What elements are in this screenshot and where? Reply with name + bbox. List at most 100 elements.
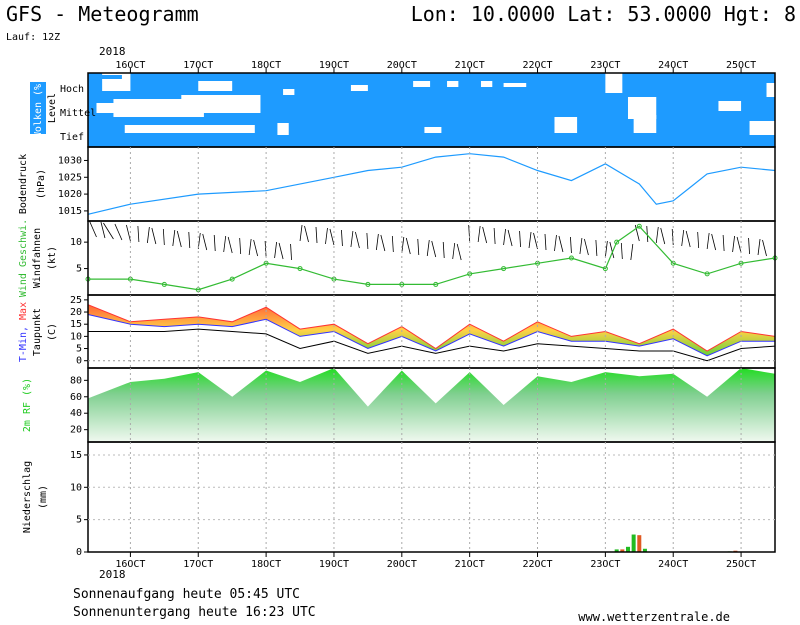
- rh-y-tick-label: 20: [70, 425, 82, 436]
- wind-barb: [172, 229, 176, 247]
- date-label-top: 19OCT: [319, 60, 349, 71]
- wind-barb: [391, 235, 394, 253]
- wind-barb: [685, 230, 691, 248]
- date-label-bottom: 16OCT: [115, 559, 145, 570]
- dewpoint-line: [88, 328, 776, 362]
- wind-title: Wind Geschwi.: [18, 219, 29, 297]
- date-label-top: 25OCT: [726, 60, 756, 71]
- wind-barb: [227, 236, 233, 254]
- wind-barb: [503, 228, 506, 246]
- pressure-title: Bodendruck: [18, 154, 29, 214]
- rh-area: [88, 368, 775, 441]
- rh-y-tick-label: 40: [70, 408, 82, 419]
- wind-speed-point: [636, 223, 642, 229]
- wind-barb: [477, 225, 481, 243]
- wind-speed-point: [568, 255, 574, 261]
- wind-barb: [554, 234, 557, 252]
- wind-barb: [325, 227, 328, 245]
- wind-barb: [762, 239, 767, 257]
- wind-barb: [493, 227, 496, 245]
- wind-barb: [570, 236, 572, 254]
- wind-barb: [736, 236, 742, 254]
- wind-barb: [706, 232, 710, 250]
- temp-y-tick-label: 5: [76, 344, 82, 355]
- wind-barb: [482, 226, 488, 244]
- cloud-patch: [503, 83, 527, 87]
- wind-barb: [456, 243, 462, 261]
- wind-barb: [426, 239, 430, 257]
- cloud-patch-edge: [88, 75, 122, 79]
- precip-bar: [642, 548, 647, 552]
- date-label-top: 17OCT: [183, 60, 213, 71]
- wind-speed-point: [229, 276, 235, 282]
- cloud-patch: [554, 117, 578, 133]
- wind-barb: [620, 242, 623, 260]
- wind-barb: [366, 232, 369, 250]
- wind-barb: [431, 240, 437, 258]
- date-label-top: 18OCT: [251, 60, 281, 71]
- temp-y-tick-label: 0: [76, 356, 82, 367]
- temp-y-tick-label: 15: [70, 319, 82, 330]
- date-label-top: 23OCT: [590, 60, 620, 71]
- cloud-patch: [480, 81, 493, 87]
- pressure-y-tick-label: 1025: [58, 172, 82, 183]
- date-label-bottom: 22OCT: [522, 559, 552, 570]
- wind-barb: [274, 241, 277, 259]
- wind-speed-point: [501, 266, 507, 272]
- cloud-patch: [181, 95, 261, 113]
- wind-barb: [722, 234, 725, 252]
- wind-barb: [103, 222, 114, 240]
- wind-barb: [248, 238, 252, 256]
- cloud-patch: [718, 101, 742, 111]
- wind-barb: [89, 220, 97, 238]
- wind-barb: [341, 229, 343, 247]
- wind-barb: [315, 226, 318, 244]
- wind-speed-point: [614, 239, 620, 245]
- sunrise-text: Sonnenaufgang heute 05:45 UTC: [73, 587, 300, 602]
- precip-bar: [631, 534, 636, 552]
- wind-barb: [380, 234, 386, 252]
- wind-barb: [405, 237, 411, 255]
- wind-barb: [757, 238, 761, 256]
- cloud-title-box: [30, 82, 46, 134]
- date-label-bottom: 19OCT: [319, 559, 349, 570]
- wind-barb: [655, 226, 659, 244]
- wind-barb: [329, 228, 335, 246]
- cloud-patch: [277, 123, 289, 135]
- precip-panel-frame: [87, 441, 776, 553]
- temp-y-tick-label: 25: [70, 295, 82, 306]
- wind-subtitle: Windfahnen: [32, 228, 43, 288]
- wind-barb: [176, 230, 182, 248]
- wind-barb: [528, 231, 532, 249]
- pressure-line: [87, 153, 776, 215]
- wind-barb: [304, 225, 309, 243]
- wind-barb: [442, 241, 445, 259]
- date-label-bottom: 17OCT: [183, 559, 213, 570]
- sunset-text: Sonnenuntergang heute 16:23 UTC: [73, 605, 316, 620]
- date-label-top: 24OCT: [658, 60, 688, 71]
- wind-barb: [609, 241, 615, 259]
- wind-barb: [732, 235, 735, 253]
- precip-y-tick-label: 15: [70, 450, 82, 461]
- temp-title: T-Min, Max: [18, 302, 29, 362]
- wind-barb: [646, 225, 649, 243]
- temp-y-tick-label: 20: [70, 307, 82, 318]
- wind-barb: [681, 229, 685, 247]
- wind-barb: [162, 228, 165, 246]
- wind-barb: [634, 224, 640, 242]
- rh-y-tick-label: 80: [70, 375, 82, 386]
- date-label-top: 16OCT: [115, 60, 145, 71]
- wind-barb: [264, 240, 267, 258]
- cloud-level-mid: Mittel: [60, 108, 96, 119]
- temp-unit: (C): [47, 323, 58, 341]
- tmin-line: [87, 314, 775, 357]
- cloud-patch: [447, 81, 459, 87]
- tmax-line: [87, 304, 776, 352]
- chart-title: GFS - Meteogramm: [6, 2, 199, 26]
- wind-barb: [579, 237, 583, 255]
- cloud-patch: [283, 89, 295, 95]
- wind-barb: [213, 234, 216, 252]
- wind-y-tick-label: 5: [76, 264, 82, 275]
- wind-barb: [350, 230, 354, 248]
- site-url: www.wetterzentrale.de: [578, 610, 730, 624]
